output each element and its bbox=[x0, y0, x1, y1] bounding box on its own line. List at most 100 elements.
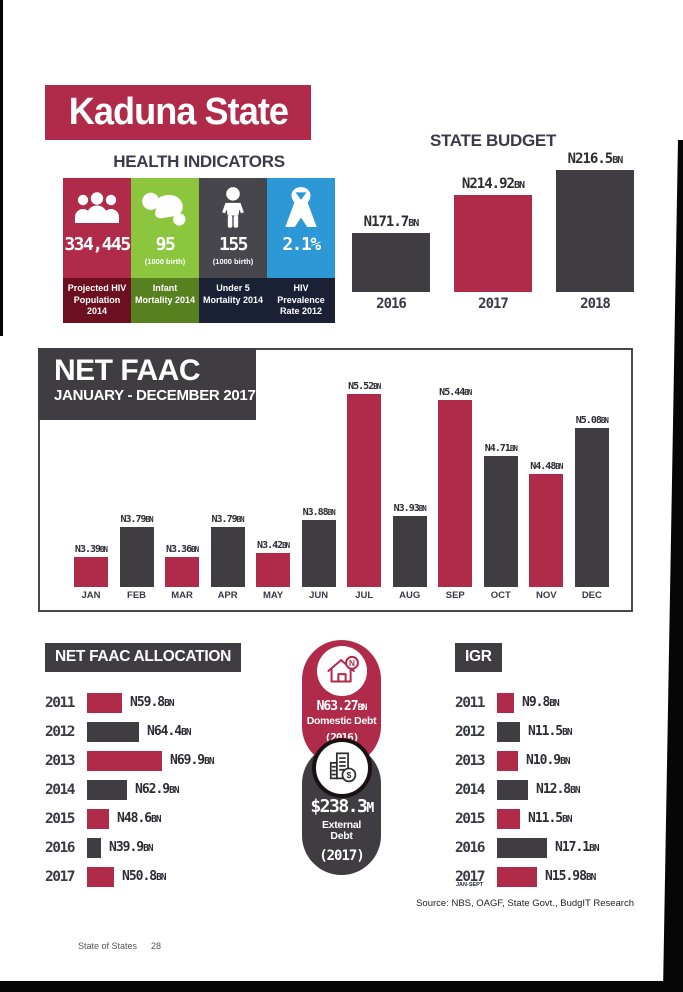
bar-category-label: JAN bbox=[81, 590, 101, 601]
health-tile-hiv-prevalence: 2.1% HIV Prevalence Rate 2012 bbox=[267, 178, 335, 323]
tile-value: 95 bbox=[155, 234, 176, 255]
net-faac-title-block: NET FAAC JANUARY - DECEMBER 2017 bbox=[38, 348, 256, 420]
row-year-label: 2014 bbox=[455, 781, 485, 798]
bar-value-label: N3.36BN bbox=[165, 544, 199, 555]
bar-category-label: JUL bbox=[355, 590, 374, 601]
tile-value: 2.1% bbox=[282, 234, 321, 255]
igr-title: IGR bbox=[455, 643, 502, 672]
igr-row-2017: 2017 JAN-SEPT N15.98BN bbox=[455, 862, 670, 891]
bar-category-label: APR bbox=[217, 590, 238, 601]
net_faac_allocation-row-2014: 2014 N62.9BN bbox=[45, 775, 275, 804]
igr-rows: 2011 N9.8BN 2012 N11.5BN 2013 N10.9BN 2014 N12.… bbox=[455, 688, 670, 891]
row-year-label: 2016 bbox=[45, 839, 75, 856]
bar-category-label: SEP bbox=[445, 590, 465, 601]
tile-top: 334,445 bbox=[63, 178, 131, 278]
tile-label: Projected HIV Population 2014 bbox=[63, 278, 131, 323]
faac-bar-group-oct: N4.71BN OCT bbox=[483, 443, 518, 604]
row-value-label: N12.8BN bbox=[536, 782, 581, 797]
tile-note: (1000 birth) bbox=[144, 257, 186, 266]
unit: BN bbox=[357, 703, 368, 713]
faac-bar-group-jun: N3.88BN JUN bbox=[301, 507, 336, 604]
row-value-label: N59.8BN bbox=[130, 695, 175, 710]
budget-bar-group-2017: N214.92BN 2017 bbox=[454, 176, 532, 316]
row-year-label: 2014 bbox=[45, 781, 75, 798]
faac-bar bbox=[74, 557, 108, 587]
building-dollar-icon: $ bbox=[311, 738, 372, 798]
row-year-label: 2017 bbox=[45, 868, 75, 885]
budget-bar bbox=[556, 170, 634, 292]
row-bar bbox=[87, 808, 109, 829]
row-value-label: N50.8BN bbox=[122, 869, 167, 884]
health-tile-under5-mortality: 155 (1000 birth) Under 5 Mortality 2014 bbox=[199, 178, 267, 323]
row-value-label: N15.98BN bbox=[545, 869, 596, 884]
external-debt-label-line1: External bbox=[321, 819, 362, 831]
faac-bar-group-jan: N3.39BN JAN bbox=[74, 544, 108, 604]
bar-value: N216.5 bbox=[567, 151, 614, 167]
row-bar bbox=[87, 692, 122, 713]
igr-row-2015: 2015 N11.5BN bbox=[455, 804, 670, 833]
bar-unit: BN bbox=[612, 155, 623, 166]
domestic-debt-amount: N63.27BN bbox=[302, 700, 381, 715]
tile-label: Under 5 Mortality 2014 bbox=[199, 278, 267, 323]
health-tiles: 334,445 Projected HIV Population 2014 95… bbox=[63, 178, 335, 323]
bar-value-label: N5.08BN bbox=[575, 415, 609, 426]
faac-bar bbox=[301, 520, 336, 587]
faac-bar-group-apr: N3.79BN APR bbox=[210, 514, 245, 604]
row-value-label: N17.1BN bbox=[555, 840, 600, 855]
row-bar bbox=[497, 692, 514, 713]
budget-bar-group-2018: N216.5BN 2018 bbox=[556, 151, 634, 316]
tile-note: (1000 birth) bbox=[212, 257, 254, 266]
bar-value-label: N3.39BN bbox=[74, 544, 108, 555]
amount: N63.27 bbox=[316, 699, 359, 714]
bar-value-label: N171.7BN bbox=[364, 214, 420, 230]
bar-category-label: NOV bbox=[536, 590, 557, 601]
igr-row-2013: 2013 N10.9BN bbox=[455, 746, 670, 775]
faac-bar bbox=[119, 527, 154, 587]
house-naira-icon: N bbox=[316, 646, 367, 696]
bar-category-label: FEB bbox=[127, 590, 147, 601]
bar-value-label: N3.42BN bbox=[257, 540, 290, 551]
footer-text: State of States bbox=[78, 941, 138, 951]
row-year-label: 2013 bbox=[455, 752, 485, 769]
row-year-label: 2011 bbox=[455, 694, 485, 711]
row-year-label: 2012 bbox=[455, 723, 485, 740]
faac-bar bbox=[529, 474, 564, 587]
faac-bar bbox=[483, 456, 518, 587]
row-value-label: N64.4BN bbox=[147, 724, 192, 739]
bar-category-label: AUG bbox=[399, 590, 421, 601]
faac-bar-group-may: N3.42BN MAY bbox=[256, 540, 290, 604]
row-bar bbox=[87, 779, 127, 800]
row-value-label: N69.9BN bbox=[170, 753, 215, 768]
tile-value: 155 bbox=[218, 234, 249, 255]
row-year-label: 2016 bbox=[455, 839, 485, 856]
igr-row-2011: 2011 N9.8BN bbox=[455, 688, 670, 717]
bar-value-label: N4.48BN bbox=[530, 461, 563, 472]
bar-value-label: N4.71BN bbox=[484, 443, 518, 454]
net-faac-chart-box: NET FAAC JANUARY - DECEMBER 2017 N3.39BN… bbox=[38, 348, 633, 612]
external-debt-capsule: $ $238.3M External Debt (2017) bbox=[302, 738, 381, 875]
scan-edge-left bbox=[0, 0, 3, 336]
external-debt-year: (2017) bbox=[319, 848, 365, 864]
page-footer: State of States 28 bbox=[78, 941, 161, 951]
bar-value-label: N5.52BN bbox=[348, 381, 381, 392]
row-bar bbox=[87, 837, 101, 858]
row-year-label: 2011 bbox=[45, 694, 75, 711]
scan-edge-bottom bbox=[0, 981, 683, 992]
row-year-label: 2013 bbox=[45, 752, 75, 769]
bar-category-label: MAY bbox=[263, 590, 284, 601]
budget-bar bbox=[454, 195, 532, 292]
bar-value-label: N3.88BN bbox=[302, 507, 336, 518]
igr-section: IGR 2011 N9.8BN 2012 N11.5BN 2013 N10.9BN 2014… bbox=[455, 643, 670, 891]
amount: $238.3 bbox=[310, 796, 368, 817]
row-bar bbox=[497, 750, 518, 771]
faac-bar-group-dec: N5.08BN DEC bbox=[574, 415, 609, 604]
faac-bar-group-sep: N5.44BN SEP bbox=[438, 387, 472, 604]
state-budget-title: STATE BUDGET bbox=[429, 131, 557, 150]
bar-category-label: JUN bbox=[309, 590, 329, 601]
tile-top: 95 (1000 birth) bbox=[131, 178, 199, 278]
row-year-label: 2015 bbox=[45, 810, 75, 827]
bar-value-label: N3.79BN bbox=[120, 514, 153, 525]
faac-bar-group-mar: N3.36BN MAR bbox=[165, 544, 199, 604]
bar-category-label: DEC bbox=[581, 590, 602, 601]
